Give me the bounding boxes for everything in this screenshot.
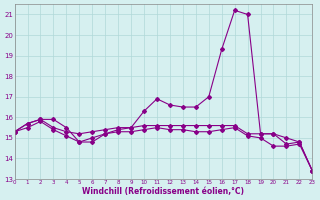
X-axis label: Windchill (Refroidissement éolien,°C): Windchill (Refroidissement éolien,°C)	[83, 187, 244, 196]
